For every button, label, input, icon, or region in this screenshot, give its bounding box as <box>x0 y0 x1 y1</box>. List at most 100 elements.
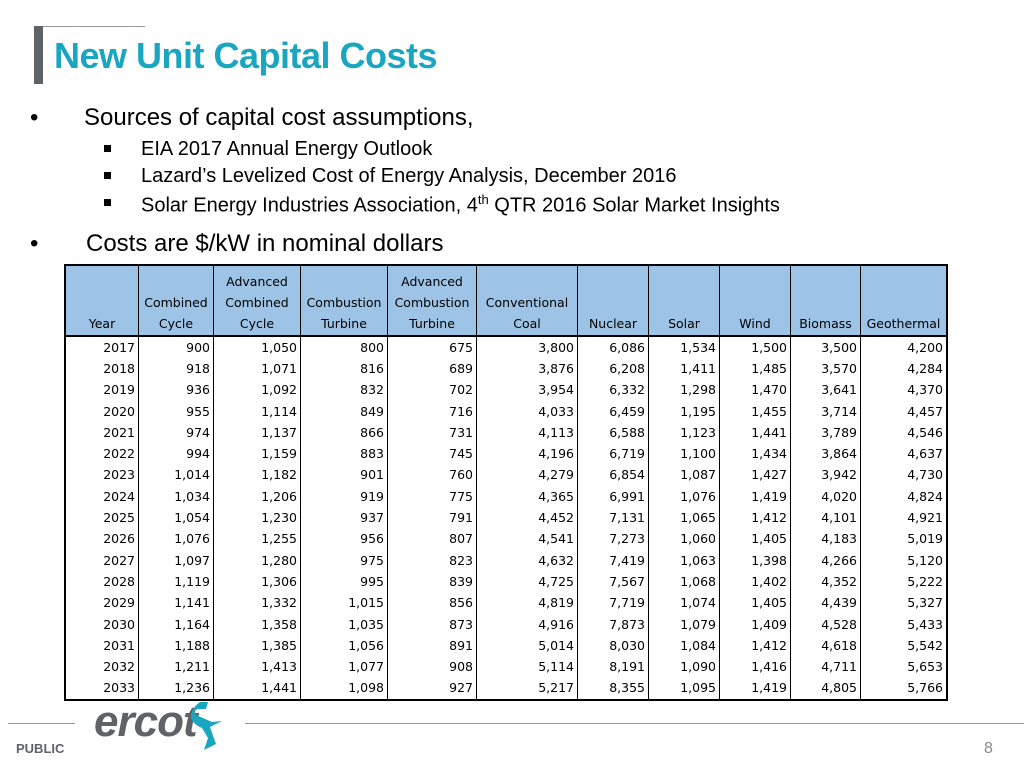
cost-cell: 1,306 <box>213 571 301 593</box>
cost-cell: 3,942 <box>790 464 861 487</box>
cost-cell: 3,789 <box>790 422 861 444</box>
cost-cell: 4,020 <box>790 486 861 508</box>
cost-cell: 1,441 <box>213 677 301 701</box>
cost-cell: 832 <box>300 379 388 401</box>
cost-cell: 7,719 <box>577 592 649 614</box>
table-row: 2022 994 1,159 883 745 4,196 6,719 1,100 1,434 3,… <box>64 443 948 465</box>
cost-cell: 4,824 <box>860 486 948 508</box>
title-rule <box>34 26 145 27</box>
column-header-text: Nuclear <box>588 316 638 331</box>
cost-cell: 3,954 <box>476 379 578 401</box>
cost-cell: 7,273 <box>577 528 649 550</box>
column-header-text: Advanced <box>401 274 463 289</box>
cost-cell: 4,196 <box>476 443 578 465</box>
cost-cell: 6,719 <box>577 443 649 465</box>
cost-cell: 1,054 <box>138 507 214 529</box>
header-row: Year Combined Cycle Advanced Combined Cycle Co… <box>64 265 948 337</box>
cost-cell: 4,637 <box>860 443 948 465</box>
text-part: Solar Energy Industries Association, 4 <box>141 194 478 217</box>
year-cell: 2025 <box>64 507 139 529</box>
sub-bullet-text: Lazard’s Levelized Cost of Energy Analys… <box>141 165 677 187</box>
cost-cell: 4,819 <box>476 592 578 614</box>
cost-cell: 936 <box>138 379 214 401</box>
table-row: 2018 918 1,071 816 689 3,876 6,208 1,411 1,485 3,… <box>64 358 948 380</box>
cost-cell: 4,528 <box>790 613 861 636</box>
cost-cell: 1,114 <box>213 400 301 423</box>
bullet-dot-icon: • <box>30 230 39 257</box>
cost-cell: 1,188 <box>138 635 214 657</box>
cost-cell: 995 <box>300 571 388 593</box>
cost-cell: 807 <box>387 528 477 550</box>
cost-cell: 900 <box>138 336 214 359</box>
cost-cell: 1,098 <box>300 677 388 701</box>
cost-cell: 1,534 <box>648 336 720 359</box>
cost-cell: 1,419 <box>719 486 791 508</box>
cost-cell: 1,123 <box>648 422 720 444</box>
cost-cell: 3,876 <box>476 358 578 380</box>
cost-cell: 1,077 <box>300 656 388 678</box>
cost-cell: 775 <box>387 486 477 508</box>
cost-cell: 955 <box>138 400 214 423</box>
cost-cell: 1,230 <box>213 507 301 529</box>
cost-cell: 1,076 <box>138 528 214 550</box>
column-header-text: Combustion <box>394 295 470 310</box>
cost-cell: 1,412 <box>719 635 791 657</box>
cost-cell: 1,409 <box>719 613 791 636</box>
cost-cell: 1,068 <box>648 571 720 593</box>
cost-cell: 4,113 <box>476 422 578 444</box>
text-part: QTR 2016 Solar Market Insights <box>488 194 780 217</box>
cost-cell: 4,805 <box>790 677 861 701</box>
cost-cell: 1,159 <box>213 443 301 465</box>
cost-cell: 866 <box>300 422 388 444</box>
year-cell: 2023 <box>64 464 139 487</box>
column-header: Conventional Coal <box>476 265 578 337</box>
cost-cell: 1,405 <box>719 528 791 550</box>
cost-cell: 4,916 <box>476 613 578 636</box>
column-header-text: Turbine <box>409 316 455 331</box>
cost-cell: 7,419 <box>577 549 649 572</box>
cost-cell: 883 <box>300 443 388 465</box>
cost-cell: 1,416 <box>719 656 791 678</box>
table-row: 2029 1,141 1,332 1,015 856 4,819 7,719 1,074 1,4… <box>64 592 948 614</box>
cost-cell: 4,101 <box>790 507 861 529</box>
cost-cell: 4,352 <box>790 571 861 593</box>
year-cell: 2018 <box>64 358 139 380</box>
cost-cell: 1,332 <box>213 592 301 614</box>
cost-cell: 4,711 <box>790 656 861 678</box>
cost-cell: 3,570 <box>790 358 861 380</box>
cost-cell: 716 <box>387 400 477 423</box>
cost-cell: 5,542 <box>860 635 948 657</box>
cost-cell: 4,725 <box>476 571 578 593</box>
column-header: Biomass <box>790 265 861 337</box>
table-row: 2020 955 1,114 849 716 4,033 6,459 1,195 1,455 3,… <box>64 400 948 423</box>
cost-cell: 1,035 <box>300 613 388 636</box>
cost-cell: 6,208 <box>577 358 649 380</box>
year-cell: 2029 <box>64 592 139 614</box>
cost-cell: 1,100 <box>648 443 720 465</box>
year-cell: 2032 <box>64 656 139 678</box>
cost-cell: 901 <box>300 464 388 487</box>
ercot-logo: ercot <box>94 697 198 746</box>
cost-cell: 1,095 <box>648 677 720 701</box>
slide-title: New Unit Capital Costs <box>54 35 438 76</box>
table-row: 2017 900 1,050 800 675 3,800 6,086 1,534 1,500 3,… <box>64 336 948 359</box>
cost-cell: 1,411 <box>648 358 720 380</box>
cost-cell: 4,457 <box>860 400 948 423</box>
cost-cell: 1,090 <box>648 656 720 678</box>
column-header-text: Solar <box>668 316 700 331</box>
column-header-text: Wind <box>739 316 771 331</box>
cost-cell: 4,618 <box>790 635 861 657</box>
year-cell: 2022 <box>64 443 139 465</box>
cost-cell: 1,413 <box>213 656 301 678</box>
cost-cell: 4,365 <box>476 486 578 508</box>
column-header-text: Conventional <box>485 295 569 310</box>
square-bullet-icon <box>104 199 111 206</box>
cost-cell: 8,191 <box>577 656 649 678</box>
cost-cell: 4,266 <box>790 549 861 572</box>
cost-cell: 1,056 <box>300 635 388 657</box>
cost-cell: 4,546 <box>860 422 948 444</box>
cost-cell: 849 <box>300 400 388 423</box>
cost-cell: 1,280 <box>213 549 301 572</box>
cost-cell: 927 <box>387 677 477 701</box>
cost-cell: 4,921 <box>860 507 948 529</box>
